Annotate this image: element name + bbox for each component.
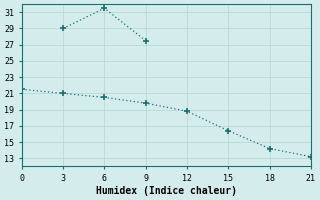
X-axis label: Humidex (Indice chaleur): Humidex (Indice chaleur) (96, 186, 237, 196)
